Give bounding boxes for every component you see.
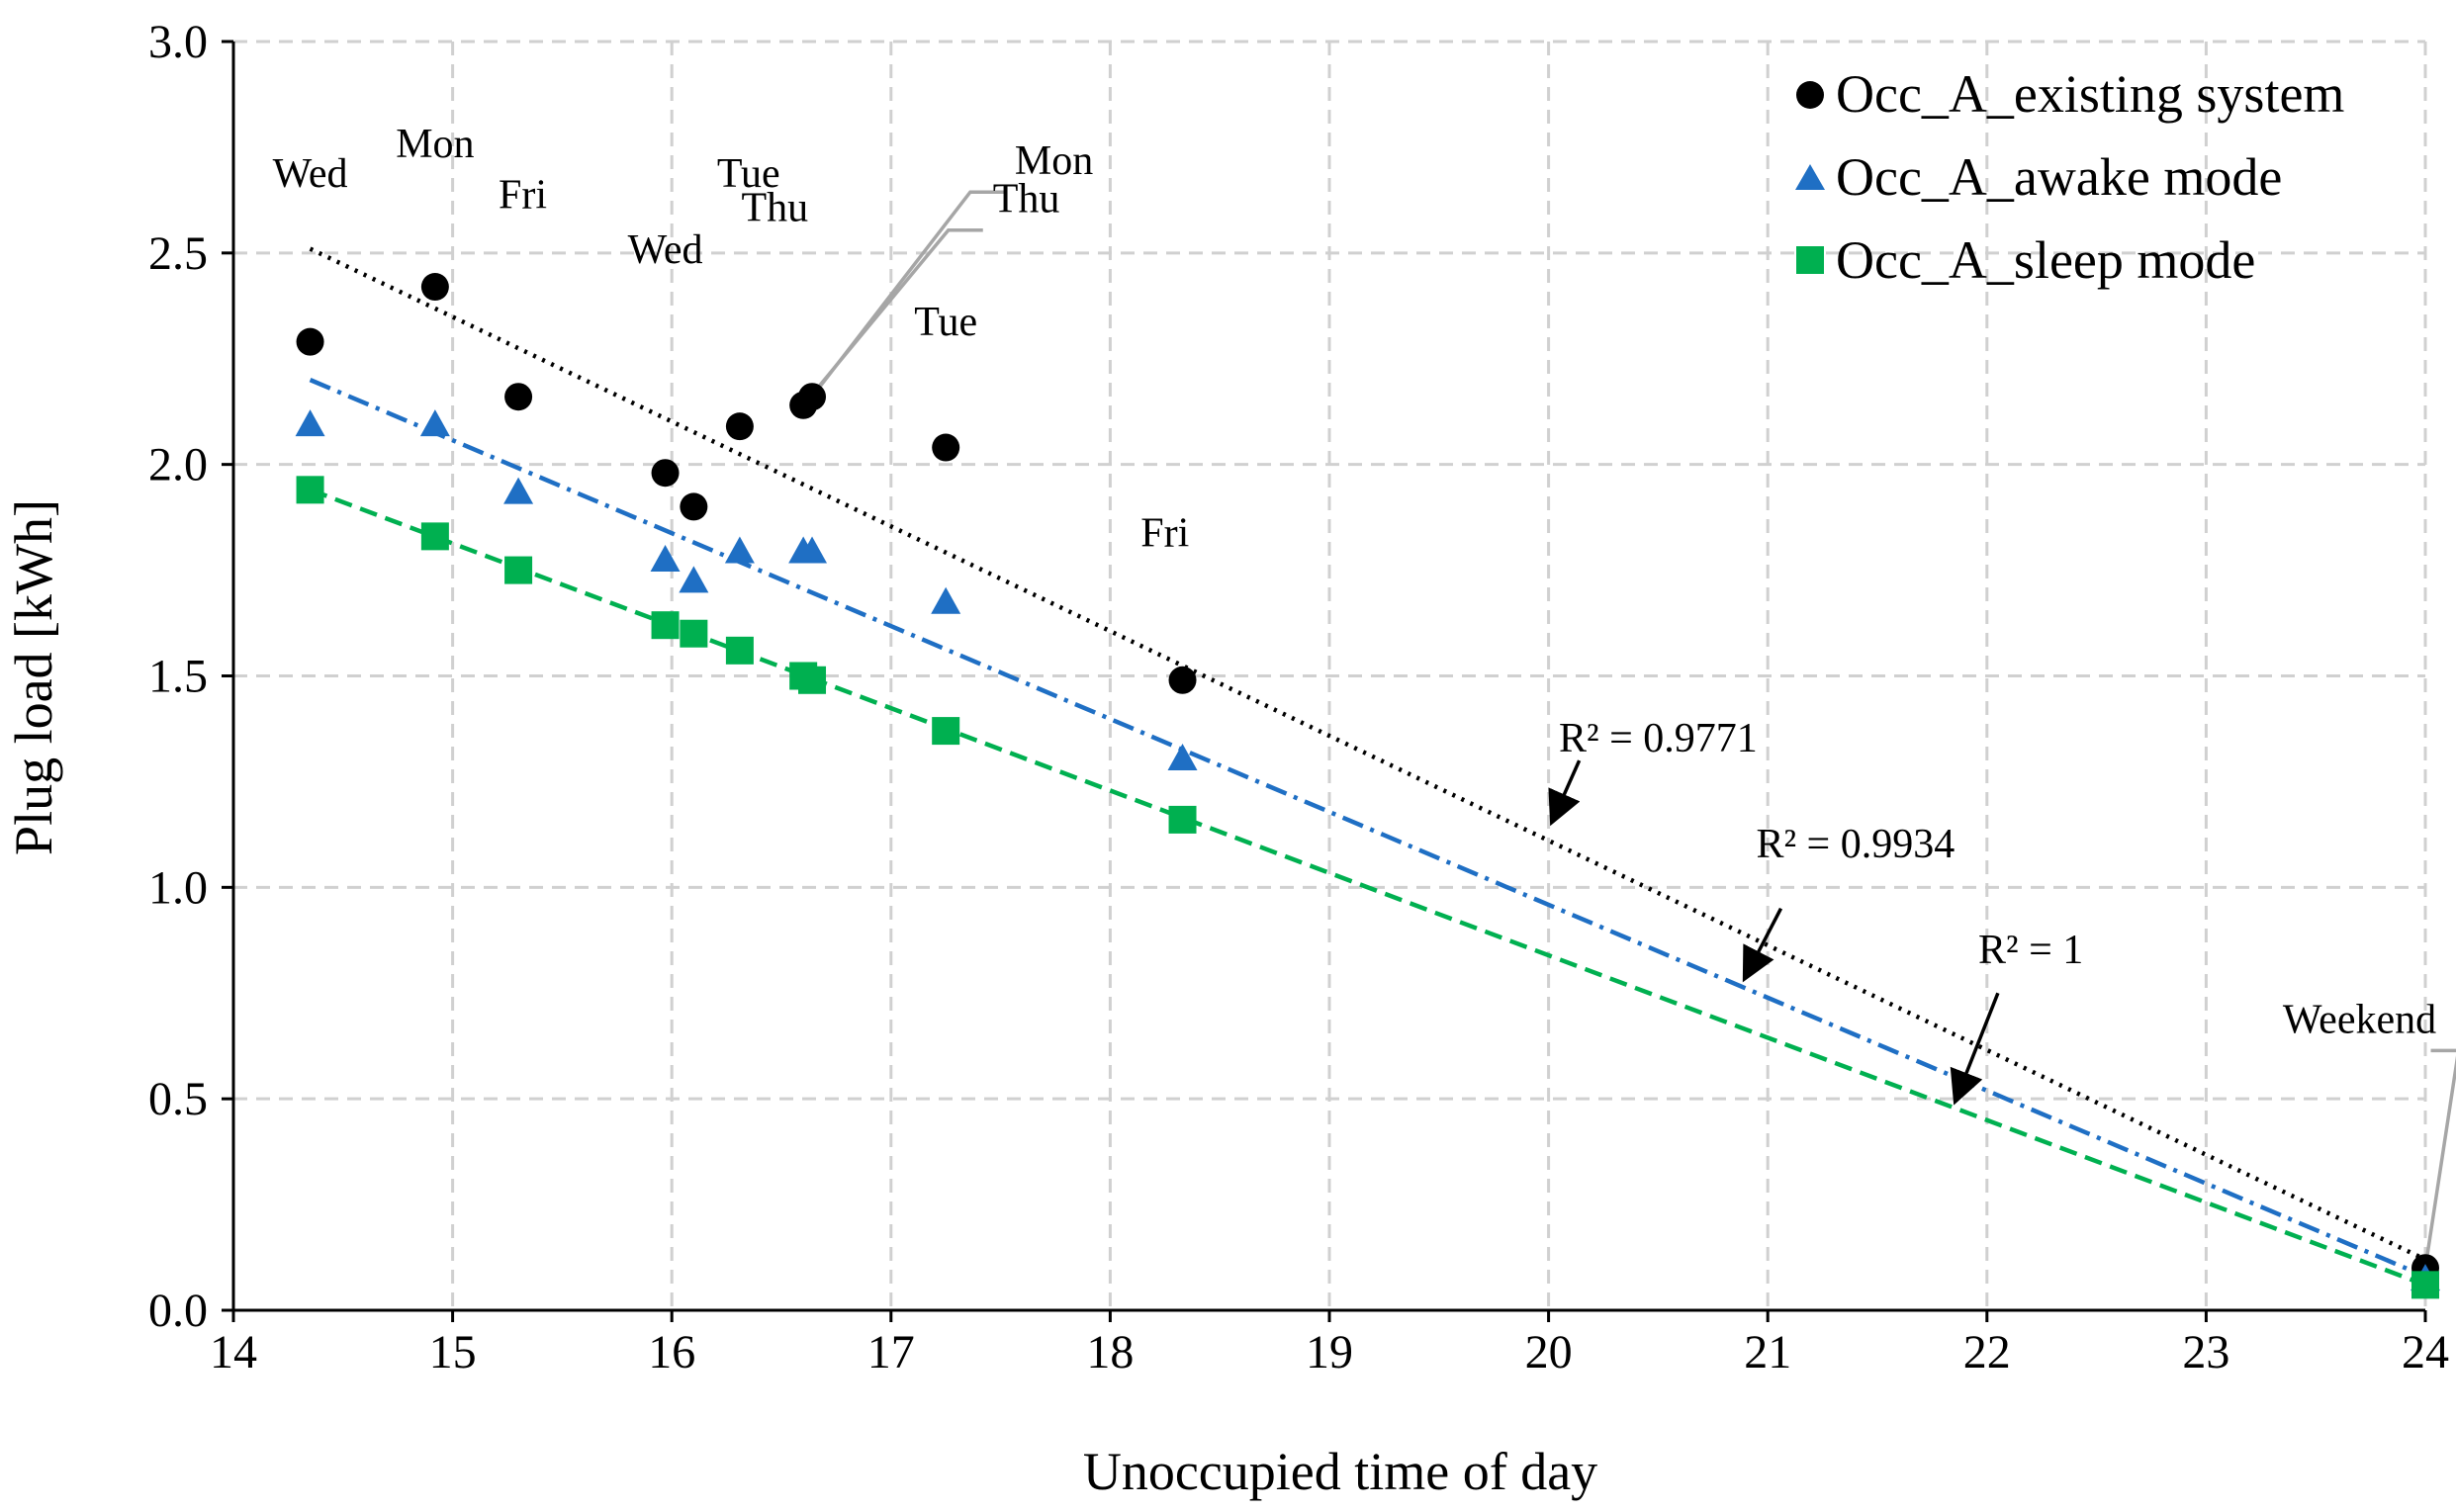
label-leader-line <box>810 190 1005 399</box>
x-tick-label: 21 <box>1744 1326 1791 1379</box>
x-tick-label: 16 <box>648 1326 695 1379</box>
y-tick-label: 0.5 <box>148 1073 208 1125</box>
point-label: Mon <box>1015 138 1093 184</box>
point-existing <box>932 433 960 462</box>
point-label: Wed <box>628 227 703 273</box>
point-existing <box>1168 666 1197 694</box>
point-awake <box>679 566 709 593</box>
point-label: Tue <box>717 151 780 197</box>
legend-label-sleep: Occ_A_sleep mode <box>1836 230 2255 290</box>
legend-triangle-marker <box>1795 164 1825 190</box>
legend-entry-existing: Occ_A_existing system <box>1796 64 2344 124</box>
x-tick-label: 15 <box>429 1326 477 1379</box>
point-awake <box>797 536 828 564</box>
legend: Occ_A_existing system Occ_A_awake mode O… <box>1795 64 2344 290</box>
point-awake <box>295 409 325 437</box>
point-existing <box>725 412 754 441</box>
y-tick-label: 1.0 <box>148 861 208 914</box>
x-tick-label: 22 <box>1963 1326 2011 1379</box>
axes: 14 15 16 17 18 19 20 21 22 23 24 0.0 0.5 1.0 1.5 2.0 2.5… <box>148 16 2449 1379</box>
r2-label: R² = 1 <box>1978 928 2083 973</box>
point-existing <box>504 383 533 411</box>
trendlines <box>309 246 2426 1288</box>
y-tick-label: 3.0 <box>148 16 208 68</box>
r2-arrow <box>1548 759 1582 827</box>
trendline-existing <box>309 246 2426 1262</box>
point-sleep <box>504 556 533 584</box>
legend-label-existing: Occ_A_existing system <box>1836 64 2344 124</box>
point-awake <box>419 409 450 437</box>
point-sleep <box>420 522 449 551</box>
label-leader-line <box>2423 1048 2456 1269</box>
x-tick-label: 14 <box>210 1326 257 1379</box>
legend-entry-awake: Occ_A_awake mode <box>1795 147 2282 207</box>
label-leaders <box>801 190 2456 1269</box>
x-axis-title: Unoccupied time of day <box>1083 1442 1597 1501</box>
point-sleep <box>1168 805 1197 834</box>
x-tick-label: 23 <box>2182 1326 2229 1379</box>
point-existing <box>798 383 827 411</box>
point-sleep <box>725 636 754 665</box>
r2-arrow <box>1950 992 2000 1106</box>
x-tick-label: 18 <box>1086 1326 1134 1379</box>
point-label: Fri <box>499 172 547 218</box>
y-tick-label: 0.0 <box>148 1285 208 1337</box>
point-sleep <box>2411 1271 2439 1299</box>
point-existing <box>296 327 324 356</box>
point-label: Weekend <box>2283 997 2436 1042</box>
legend-entry-sleep: Occ_A_sleep mode <box>1796 230 2255 290</box>
point-existing <box>651 459 680 488</box>
y-tick-label: 1.5 <box>148 651 208 703</box>
point-sleep <box>798 666 827 694</box>
point-awake <box>1167 744 1198 771</box>
x-tick-label: 19 <box>1306 1326 1353 1379</box>
trendline-awake <box>309 378 2426 1279</box>
point-sleep <box>680 619 708 648</box>
legend-circle-marker <box>1796 81 1824 109</box>
point-awake <box>503 477 534 504</box>
point-sleep <box>651 611 680 640</box>
legend-label-awake: Occ_A_awake mode <box>1836 147 2282 207</box>
point-sleep <box>296 476 324 504</box>
point-label: Fri <box>1140 511 1189 557</box>
y-tick-label: 2.5 <box>148 227 208 280</box>
x-tick-label: 20 <box>1525 1326 1573 1379</box>
point-awake <box>724 536 755 564</box>
point-label: Tue <box>914 300 977 345</box>
point-awake <box>931 586 961 614</box>
y-tick-label: 2.0 <box>148 439 208 491</box>
point-label: Mon <box>396 122 474 167</box>
y-axis-title: Plug load [kWh] <box>4 499 63 855</box>
r2-arrow <box>1742 907 1783 983</box>
data-points <box>295 273 2440 1299</box>
r2-label: R² = 0.9934 <box>1756 822 1955 867</box>
point-label: Wed <box>273 151 348 197</box>
point-sleep <box>932 717 960 746</box>
annotations: WedMonFriWedTueThuMonThuTueFriWeekendR² … <box>273 122 2436 1106</box>
point-label: Thu <box>742 185 809 230</box>
legend-square-marker <box>1796 246 1824 274</box>
point-existing <box>420 273 449 302</box>
label-leader-line <box>801 227 983 406</box>
x-tick-label: 17 <box>867 1326 915 1379</box>
r2-label: R² = 0.9771 <box>1559 716 1758 761</box>
point-awake <box>650 545 681 573</box>
point-label: Thu <box>993 177 1060 222</box>
x-tick-label: 24 <box>2402 1326 2449 1379</box>
point-existing <box>680 492 708 521</box>
gridlines <box>233 40 2427 1310</box>
